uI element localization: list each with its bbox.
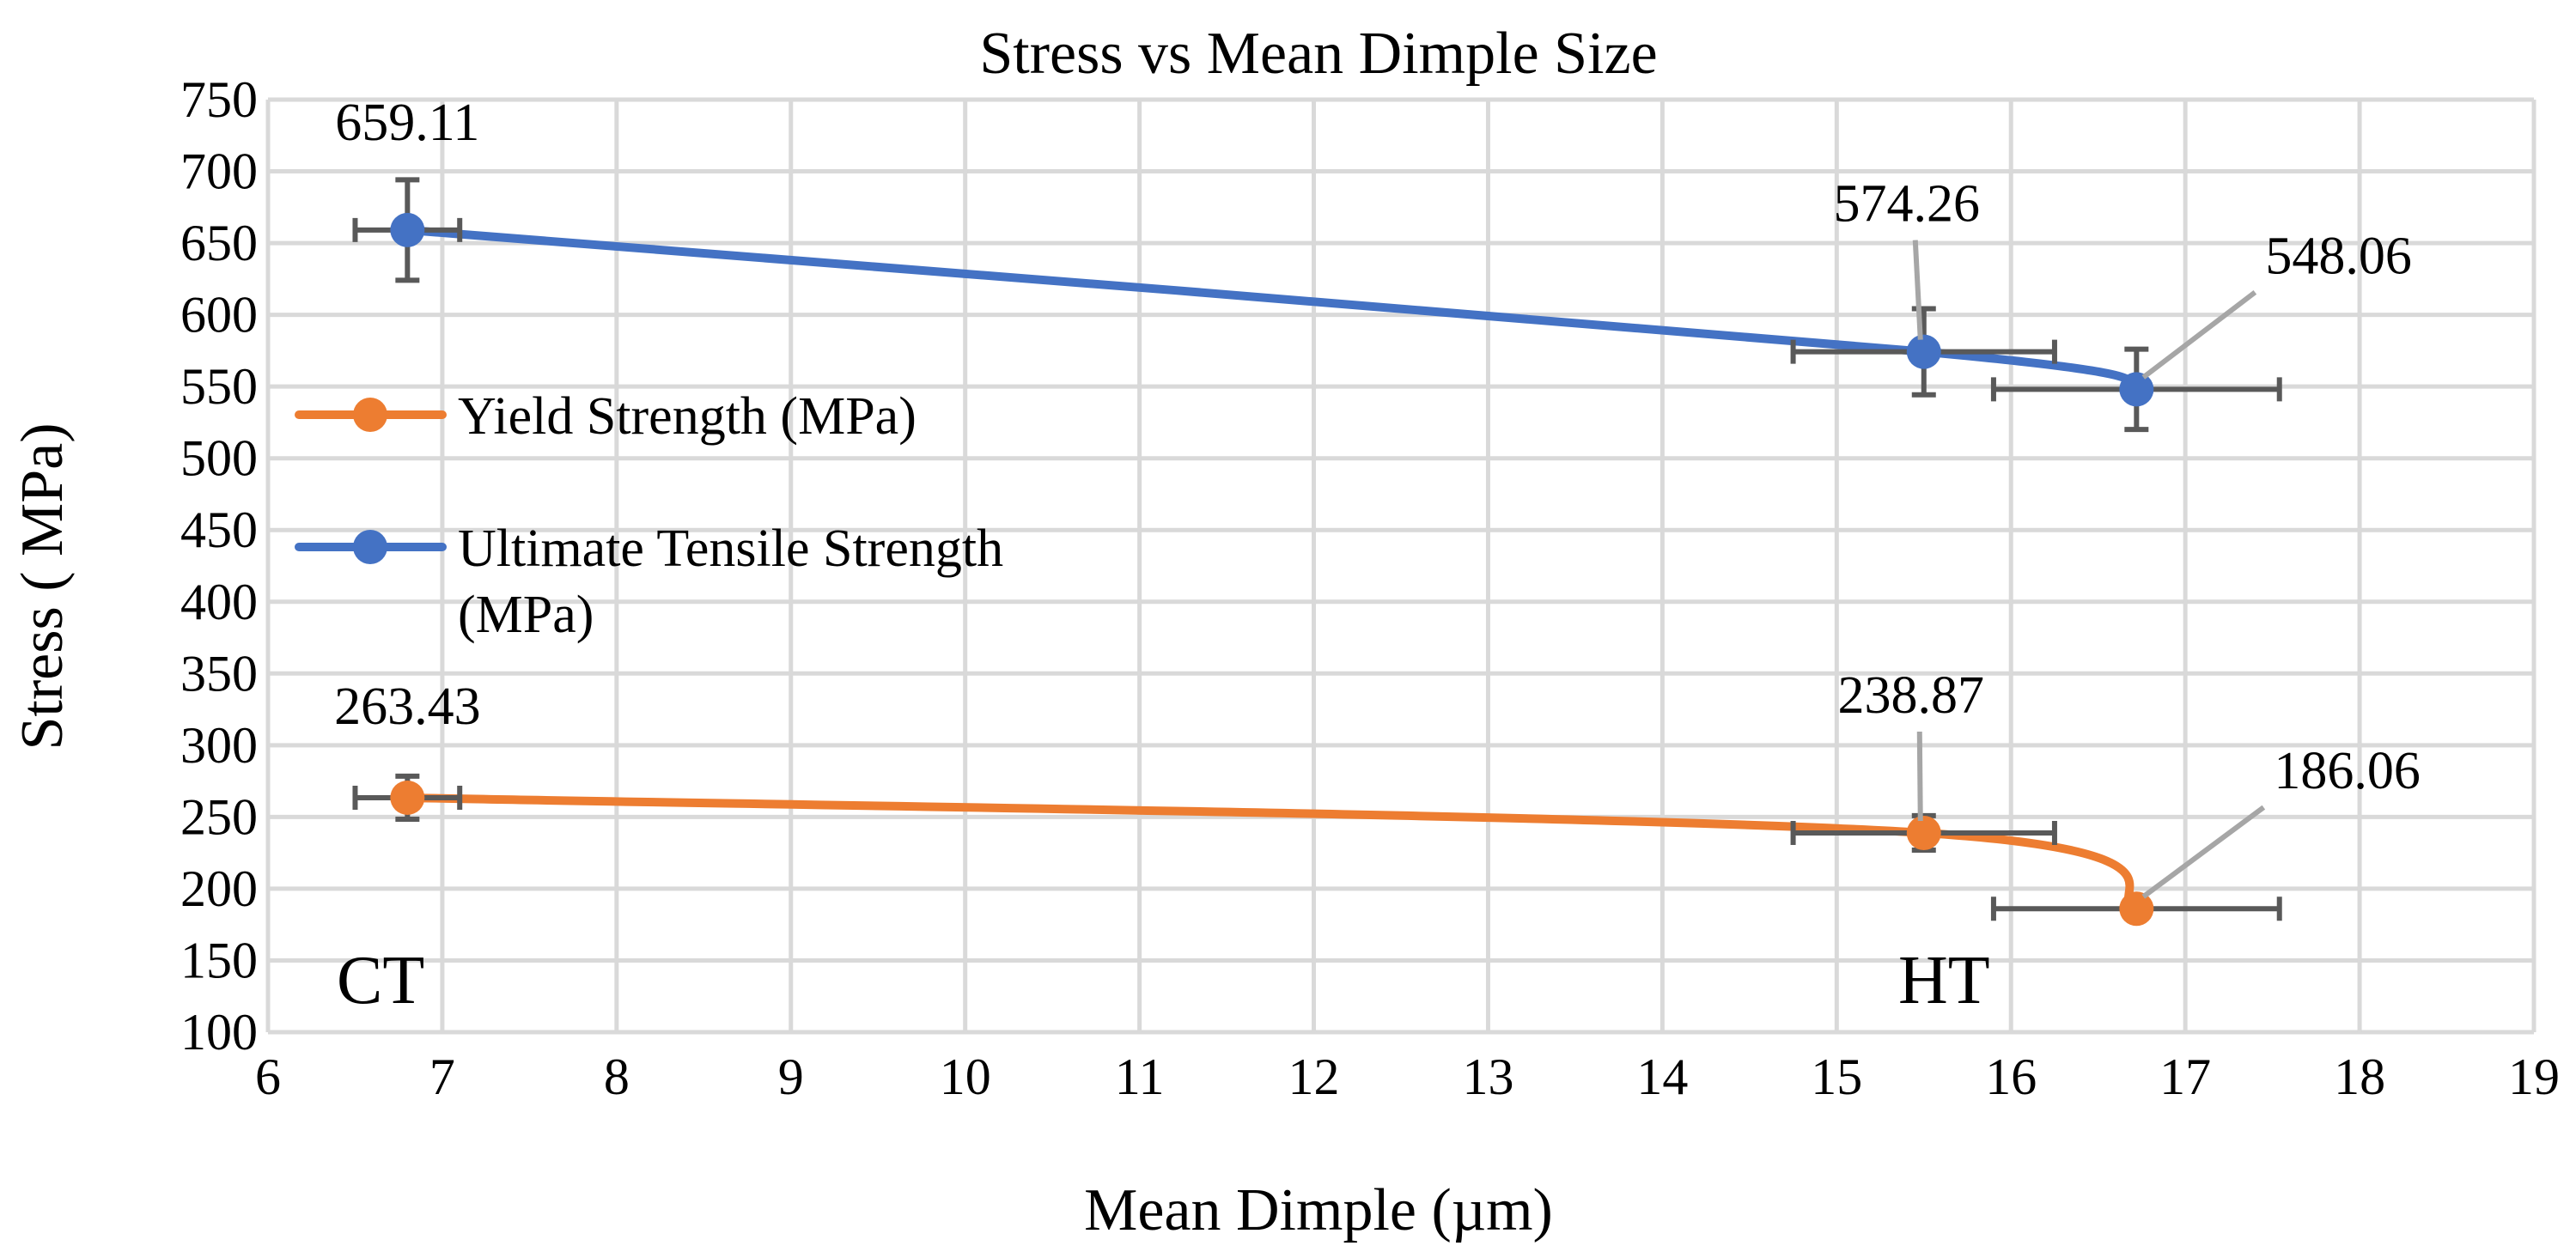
data-point-yield bbox=[390, 780, 425, 815]
x-tick-labels: 6 7 8 9 10 11 12 13 14 15 16 17 18 19 bbox=[255, 1048, 2560, 1105]
y-axis-label: Stress ( MPa) bbox=[9, 422, 76, 750]
legend-label-yield: Yield Strength (MPa) bbox=[458, 387, 917, 446]
x-tick-label: 16 bbox=[1985, 1048, 2037, 1105]
data-point-yield bbox=[2119, 891, 2154, 927]
y-tick-label: 200 bbox=[180, 860, 258, 917]
label-leader-lines bbox=[1912, 240, 2266, 899]
x-tick-label: 14 bbox=[1636, 1048, 1688, 1105]
y-tick-label: 150 bbox=[180, 932, 258, 988]
x-tick-label: 18 bbox=[2334, 1048, 2385, 1105]
y-tick-label: 650 bbox=[180, 215, 258, 271]
data-point-yield bbox=[1906, 815, 1941, 850]
data-label-uts: 548.06 bbox=[2265, 227, 2412, 285]
data-point-uts bbox=[2119, 372, 2154, 407]
series-line-yield bbox=[403, 793, 2141, 914]
legend-label-uts: Ultimate Tensile Strength bbox=[458, 520, 1003, 578]
x-tick-label: 10 bbox=[940, 1048, 991, 1105]
y-tick-label: 250 bbox=[180, 788, 258, 845]
y-tick-label: 300 bbox=[180, 717, 258, 774]
y-tick-label: 400 bbox=[180, 574, 258, 630]
legend-label-uts: (MPa) bbox=[458, 586, 594, 644]
y-tick-label: 550 bbox=[180, 358, 258, 415]
legend: Yield Strength (MPa) Ultimate Tensile Str… bbox=[295, 387, 1003, 644]
data-label-yield: 186.06 bbox=[2274, 742, 2421, 800]
data-point-uts bbox=[390, 212, 425, 247]
legend-swatch-marker-yield bbox=[353, 398, 387, 432]
data-point-uts bbox=[1906, 334, 1941, 369]
x-axis-label: Mean Dimple (µm) bbox=[1084, 1177, 1553, 1243]
series-line-uts bbox=[403, 225, 2141, 394]
grid-lines bbox=[265, 97, 2536, 1035]
data-label-uts: 574.26 bbox=[1834, 175, 1981, 234]
legend-swatch-marker-uts bbox=[353, 530, 387, 564]
y-tick-label: 100 bbox=[180, 1004, 258, 1061]
x-tick-label: 13 bbox=[1462, 1048, 1513, 1105]
annotation-ct: CT bbox=[337, 943, 424, 1018]
y-tick-label: 450 bbox=[180, 501, 258, 558]
x-tick-label: 12 bbox=[1288, 1048, 1340, 1105]
y-tick-label: 500 bbox=[180, 430, 258, 487]
data-label-yield: 263.43 bbox=[334, 678, 481, 736]
y-tick-label: 700 bbox=[180, 143, 258, 200]
x-tick-label: 15 bbox=[1811, 1048, 1862, 1105]
y-tick-label: 350 bbox=[180, 645, 258, 702]
data-label-uts: 659.11 bbox=[335, 94, 479, 152]
chart-title: Stress vs Mean Dimple Size bbox=[979, 21, 1657, 87]
leader-line-yield bbox=[2141, 805, 2266, 899]
annotation-ht: HT bbox=[1898, 943, 1990, 1018]
data-labels: 263.43 238.87 186.06 659.11 574.26 548.06 bbox=[334, 94, 2421, 800]
x-tick-label: 6 bbox=[255, 1048, 281, 1105]
x-tick-label: 7 bbox=[429, 1048, 455, 1105]
y-tick-label: 600 bbox=[180, 287, 258, 343]
x-tick-label: 9 bbox=[778, 1048, 804, 1105]
x-tick-label: 17 bbox=[2159, 1048, 2211, 1105]
y-tick-label: 750 bbox=[180, 71, 258, 128]
leader-line-uts bbox=[1912, 240, 1923, 340]
data-points bbox=[390, 212, 2154, 927]
x-tick-label: 19 bbox=[2508, 1048, 2560, 1105]
leader-line-yield bbox=[1916, 731, 1923, 822]
x-tick-label: 8 bbox=[604, 1048, 630, 1105]
x-tick-label: 11 bbox=[1115, 1048, 1165, 1105]
data-label-yield: 238.87 bbox=[1838, 666, 1985, 725]
y-tick-labels: 100 150 200 250 300 350 400 450 500 550 600 650 700 7… bbox=[180, 71, 258, 1061]
leader-line-uts bbox=[2141, 290, 2257, 380]
